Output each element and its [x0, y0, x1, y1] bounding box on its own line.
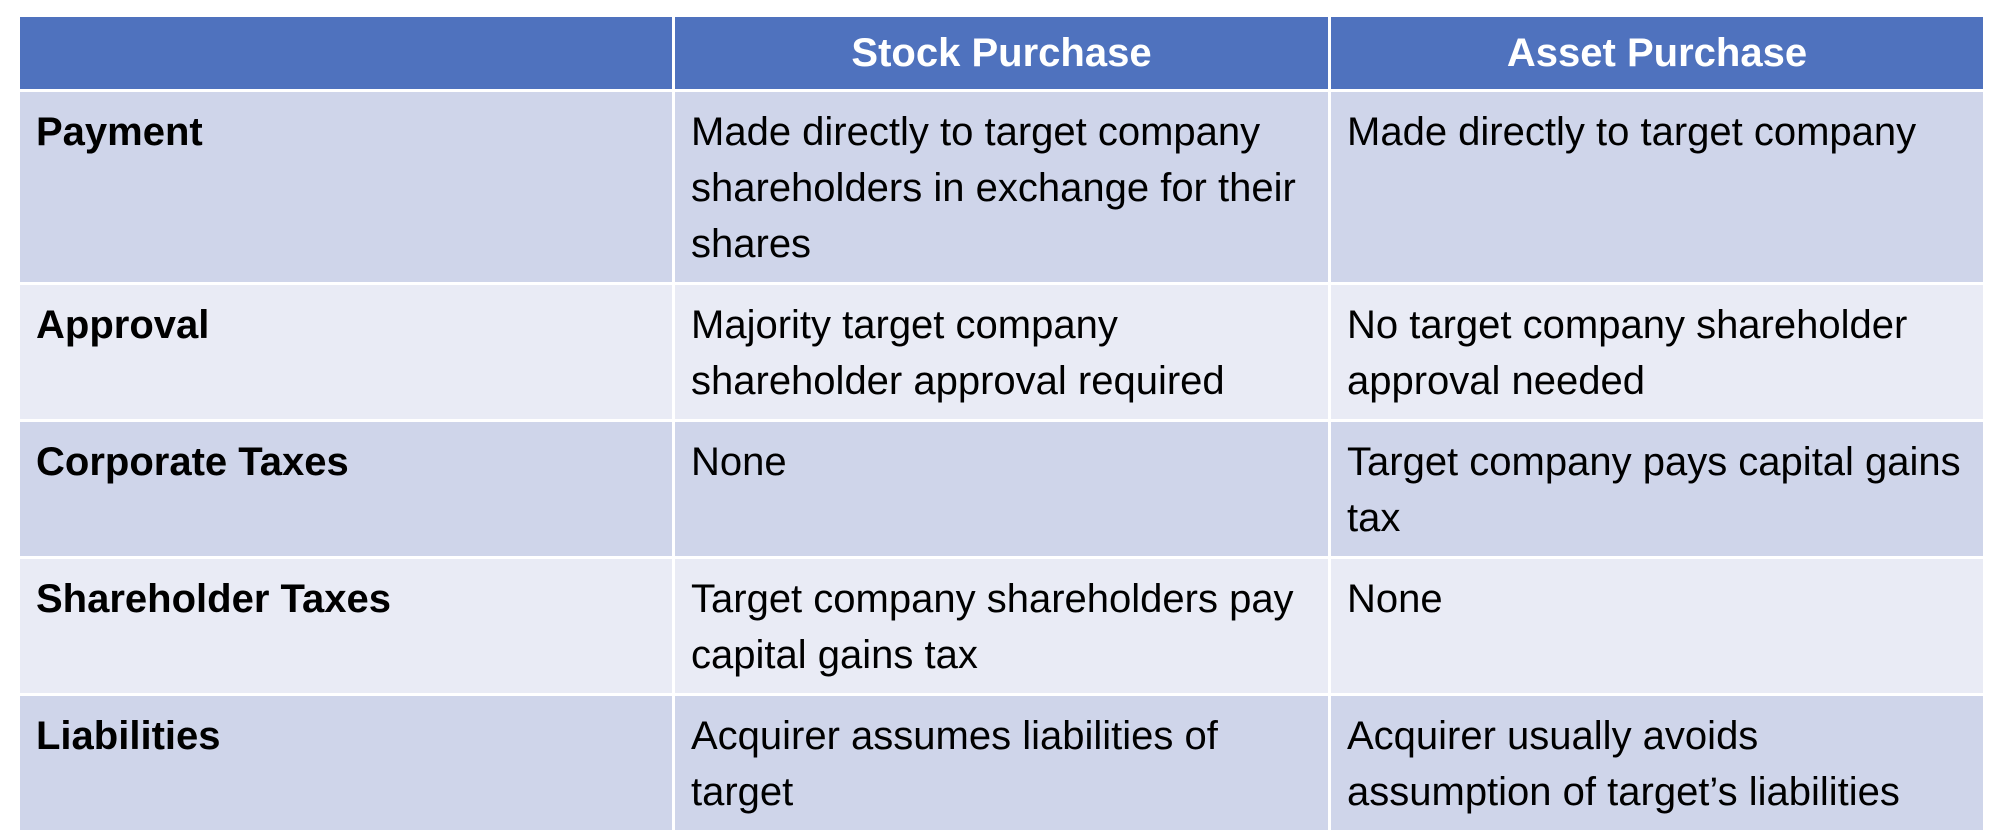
stock-value: Majority target company shareholder appr…	[691, 303, 1225, 403]
header-cell-empty	[17, 14, 675, 92]
table-row: Approval Majority target company shareho…	[17, 282, 1986, 422]
asset-value: Acquirer usually avoids assumption of ta…	[1347, 714, 1900, 814]
row-label-cell: Shareholder Taxes	[17, 556, 675, 696]
header-row: Stock Purchase Asset Purchase	[17, 14, 1986, 92]
asset-value: Target company pays capital gains tax	[1347, 440, 1961, 540]
table-row: Payment Made directly to target company …	[17, 89, 1986, 285]
row-label: Shareholder Taxes	[36, 577, 391, 621]
table-body: Payment Made directly to target company …	[17, 89, 1986, 833]
row-label-cell: Liabilities	[17, 693, 675, 833]
comparison-table: Stock Purchase Asset Purchase Payment Ma…	[17, 14, 1986, 833]
asset-cell: None	[1328, 556, 1986, 696]
table-row: Corporate Taxes None Target company pays…	[17, 419, 1986, 559]
row-label-cell: Approval	[17, 282, 675, 422]
asset-value: Made directly to target company	[1347, 110, 1917, 154]
stock-value: Acquirer assumes liabilities of target	[691, 714, 1218, 814]
header-asset-purchase: Asset Purchase	[1328, 14, 1986, 92]
stock-cell: Majority target company shareholder appr…	[672, 282, 1331, 422]
table-row: Liabilities Acquirer assumes liabilities…	[17, 693, 1986, 833]
row-label-cell: Payment	[17, 89, 675, 285]
table-header: Stock Purchase Asset Purchase	[17, 14, 1986, 92]
table-row: Shareholder Taxes Target company shareho…	[17, 556, 1986, 696]
stock-value: None	[691, 440, 787, 484]
row-label: Corporate Taxes	[36, 440, 349, 484]
stock-value: Made directly to target company sharehol…	[691, 110, 1296, 266]
stock-cell: Made directly to target company sharehol…	[672, 89, 1331, 285]
stock-cell: Target company shareholders pay capital …	[672, 556, 1331, 696]
asset-value: None	[1347, 577, 1443, 621]
row-label-cell: Corporate Taxes	[17, 419, 675, 559]
row-label: Approval	[36, 303, 210, 347]
header-stock-purchase: Stock Purchase	[672, 14, 1331, 92]
comparison-table-container: Stock Purchase Asset Purchase Payment Ma…	[17, 14, 1986, 833]
asset-cell: No target company shareholder approval n…	[1328, 282, 1986, 422]
stock-cell: None	[672, 419, 1331, 559]
row-label: Payment	[36, 110, 203, 154]
row-label: Liabilities	[36, 714, 221, 758]
stock-cell: Acquirer assumes liabilities of target	[672, 693, 1331, 833]
asset-cell: Acquirer usually avoids assumption of ta…	[1328, 693, 1986, 833]
asset-cell: Target company pays capital gains tax	[1328, 419, 1986, 559]
stock-value: Target company shareholders pay capital …	[691, 577, 1294, 677]
asset-value: No target company shareholder approval n…	[1347, 303, 1908, 403]
asset-cell: Made directly to target company	[1328, 89, 1986, 285]
